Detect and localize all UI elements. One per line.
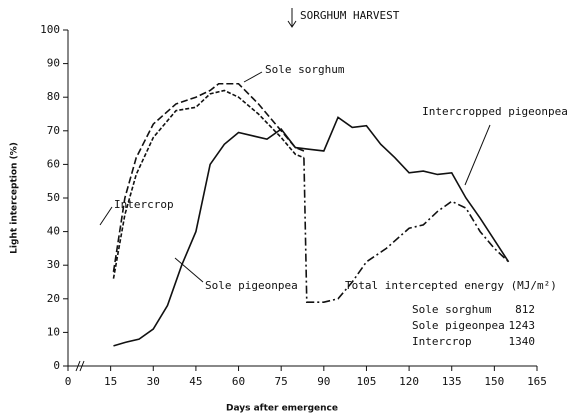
y-axis-label: Light interception (%) xyxy=(10,142,20,254)
energy-name: Sole pigeonpea xyxy=(412,319,505,332)
series-label: Sole sorghum xyxy=(265,63,345,76)
leader xyxy=(243,71,263,83)
x-tick-label: 165 xyxy=(527,375,547,388)
x-tick-label: 30 xyxy=(147,375,160,388)
series-label: Intercropped pigeonpea xyxy=(422,105,568,118)
line xyxy=(303,157,510,303)
line xyxy=(113,116,510,347)
line xyxy=(112,82,305,273)
y-tick-label: 70 xyxy=(47,124,60,137)
leader xyxy=(99,206,113,226)
x-tick-label: 0 xyxy=(65,375,72,388)
line xyxy=(112,89,305,279)
axis-break xyxy=(75,360,85,372)
y-tick-label: 80 xyxy=(47,90,60,103)
y-tick-label: 10 xyxy=(47,325,60,338)
y-tick-label: 60 xyxy=(47,157,60,170)
y-tick-label: 0 xyxy=(53,359,60,372)
harvest-arrowhead xyxy=(287,20,297,28)
y-tick-label: 30 xyxy=(47,258,60,271)
x-tick-label: 135 xyxy=(442,375,462,388)
leader xyxy=(174,257,204,283)
energy-value: 812 xyxy=(515,303,535,316)
y-tick-label: 100 xyxy=(40,23,60,36)
y-tick-label: 20 xyxy=(47,292,60,305)
x-tick-label: 15 xyxy=(104,375,117,388)
harvest-label: SORGHUM HARVEST xyxy=(300,9,400,22)
energy-name: Sole sorghum xyxy=(412,303,492,316)
y-tick-label: 90 xyxy=(47,57,60,70)
energy-value: 1243 xyxy=(509,319,536,332)
y-tick-label: 40 xyxy=(47,225,60,238)
leader xyxy=(464,124,491,186)
energy-title: Total intercepted energy (MJ/m²) xyxy=(345,279,557,292)
x-tick-label: 75 xyxy=(275,375,288,388)
x-tick-label: 120 xyxy=(399,375,419,388)
x-tick-label: 150 xyxy=(484,375,504,388)
energy-value: 1340 xyxy=(509,335,536,348)
x-tick-label: 45 xyxy=(189,375,202,388)
x-tick-label: 90 xyxy=(317,375,330,388)
x-tick-label: 60 xyxy=(232,375,245,388)
energy-name: Intercrop xyxy=(412,335,472,348)
y-tick-label: 50 xyxy=(47,191,60,204)
x-axis-label: Days after emergence xyxy=(226,404,338,414)
series-label: Sole pigeonpea xyxy=(205,279,298,292)
x-tick-label: 105 xyxy=(357,375,377,388)
